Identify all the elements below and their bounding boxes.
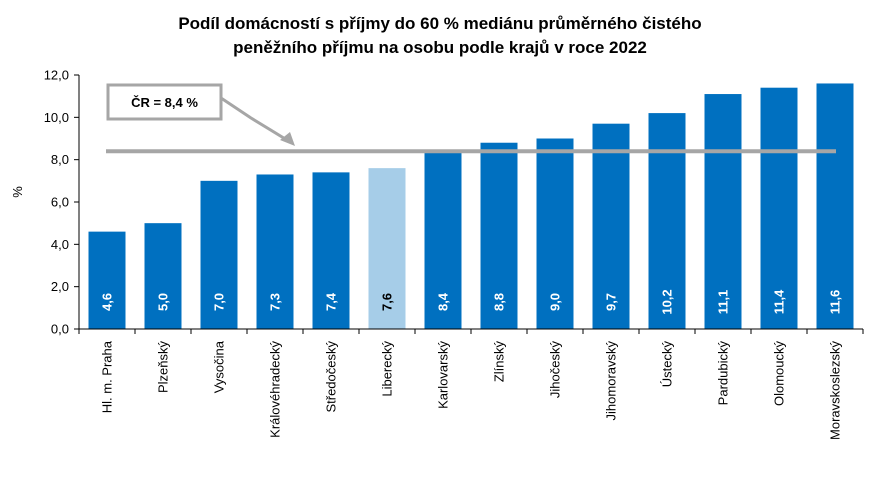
bar-0	[88, 231, 126, 329]
bar-value-label-12: 11,4	[772, 289, 787, 314]
bar-value-label-4: 7,4	[324, 292, 339, 311]
bar-11	[704, 94, 742, 329]
category-label-6: Karlovarský	[436, 341, 451, 409]
bar-4	[312, 172, 350, 329]
callout-box	[106, 83, 223, 121]
y-axis-label: %	[10, 186, 25, 198]
callout-text: ČR = 8,4 %	[131, 95, 198, 110]
category-label-2: Vysočina	[212, 340, 227, 393]
bar-2	[200, 180, 238, 329]
y-tick-label: 2,0	[51, 279, 69, 294]
bar-value-label-8: 9,0	[548, 293, 563, 311]
bar-3	[256, 174, 294, 329]
reference-group: ČR = 8,4 %	[106, 83, 836, 154]
category-label-1: Plzeňský	[156, 341, 171, 394]
category-label-8: Jihočeský	[548, 341, 563, 399]
bar-value-label-5: 7,6	[380, 293, 395, 311]
category-label-0: Hl. m. Praha	[100, 340, 115, 413]
bar-5	[368, 168, 406, 329]
callout-pointer-arrowhead	[280, 132, 295, 146]
bar-value-label-9: 9,7	[604, 293, 619, 311]
bar-value-label-6: 8,4	[436, 292, 451, 311]
bar-value-label-11: 11,1	[716, 290, 731, 315]
category-label-3: Královéhradecký	[268, 341, 283, 438]
chart-title-line-1: Podíl domácností s příjmy do 60 % medián…	[178, 14, 701, 33]
category-label-13: Moravskoslezský	[828, 341, 843, 440]
bar-7	[480, 142, 518, 329]
bar-value-label-7: 8,8	[492, 293, 507, 311]
callout-pointer-line	[220, 96, 288, 142]
category-label-12: Olomoucký	[772, 341, 787, 407]
bar-1	[144, 223, 182, 329]
category-label-7: Zlínský	[492, 341, 507, 383]
bar-13	[816, 83, 854, 329]
y-axis: 0,0 2,0 4,0 6,0 8,0 10,0 12,0	[44, 68, 80, 337]
bar-6	[424, 151, 462, 329]
chart-title-line-2: peněžního příjmu na osobu podle krajů v …	[233, 38, 647, 57]
x-axis: Hl. m. Praha Plzeňský Vysočina Královéhrade…	[78, 328, 864, 440]
bar-value-label-2: 7,0	[212, 293, 227, 311]
category-label-5: Liberecký	[380, 341, 395, 397]
category-label-4: Středočeský	[324, 341, 339, 413]
bar-value-label-13: 11,6	[828, 290, 843, 315]
bar-9	[592, 123, 630, 329]
bar-value-label-3: 7,3	[268, 293, 283, 311]
category-label-10: Ústecký	[660, 341, 675, 388]
y-tick-label: 4,0	[51, 237, 69, 252]
bar-10	[648, 113, 686, 329]
bar-value-label-1: 5,0	[156, 293, 171, 311]
bar-group: 4,6 5,0 7,0 7,3 7,4 7,6 8,4 8,8 9,0 9,7 10,2 11,1 11…	[88, 83, 854, 329]
bar-8	[536, 138, 574, 329]
bar-12	[760, 87, 798, 329]
y-tick-label: 12,0	[44, 68, 69, 83]
category-label-9: Jihomoravský	[604, 341, 619, 421]
y-tick-label: 10,0	[44, 110, 69, 125]
bar-value-label-0: 4,6	[100, 293, 115, 311]
y-tick-label: 0,0	[51, 322, 69, 337]
y-tick-label: 6,0	[51, 195, 69, 210]
bar-value-label-10: 10,2	[660, 289, 675, 314]
y-tick-label: 8,0	[51, 152, 69, 167]
category-label-11: Pardubický	[716, 341, 731, 406]
